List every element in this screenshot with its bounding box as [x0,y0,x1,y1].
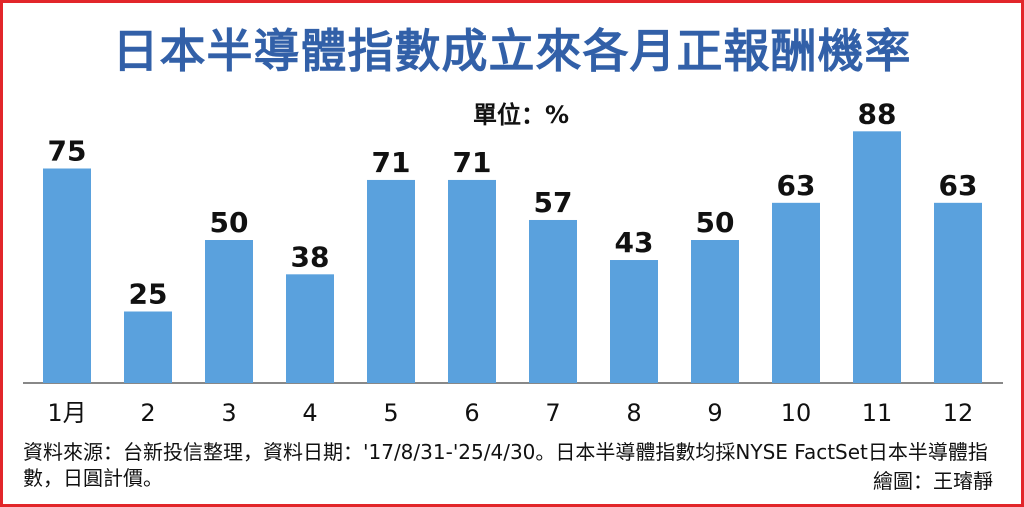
value-label-3: 50 [210,206,249,239]
x-tick-label-10: 10 [781,399,812,427]
x-tick-label-11: 11 [862,399,893,427]
x-tick-label-6: 6 [464,399,479,427]
chart-title: 日本半導體指數成立來各月正報酬機率 [112,24,912,78]
x-tick-label-9: 9 [707,399,722,427]
bar-9 [691,240,739,383]
value-label-11: 88 [858,97,897,130]
value-label-10: 63 [777,169,816,202]
source-note: 資料來源：台新投信整理，資料日期：'17/8/31-'25/4/30。日本半導體… [23,440,988,490]
value-label-12: 63 [939,169,978,202]
value-label-5: 71 [372,146,411,179]
bar-6 [448,179,496,383]
value-label-6: 71 [453,146,492,179]
value-label-2: 25 [129,278,168,311]
x-tick-label-1: 1月 [47,399,86,427]
value-label-9: 50 [696,206,735,239]
value-label-4: 38 [291,240,330,273]
x-tick-label-7: 7 [545,399,560,427]
x-tick-label-2: 2 [140,399,155,427]
bar-12 [934,202,982,383]
value-label-7: 57 [534,186,573,219]
bar-3 [205,240,253,383]
bar-8 [610,260,658,383]
bar-5 [367,179,415,383]
x-tick-label-4: 4 [302,399,317,427]
x-tick-label-5: 5 [383,399,398,427]
x-tick-label-3: 3 [221,399,236,427]
bar-1 [43,168,91,383]
bar-11 [853,131,901,383]
x-tick-label-8: 8 [626,399,641,427]
value-label-1: 75 [48,135,87,168]
bar-2 [124,311,172,383]
unit-label: 單位：% [473,101,570,129]
bar-7 [529,219,577,383]
graphic-credit: 繪圖：王璿靜 [873,469,993,493]
bar-chart: 75 1月 25 2 50 3 38 4 71 5 71 6 57 7 43 8 50 9 63 10 88 11 63 12 [23,97,1003,427]
bar-4 [286,274,334,383]
value-label-8: 43 [615,226,654,259]
x-tick-label-12: 12 [943,399,974,427]
bar-10 [772,202,820,383]
